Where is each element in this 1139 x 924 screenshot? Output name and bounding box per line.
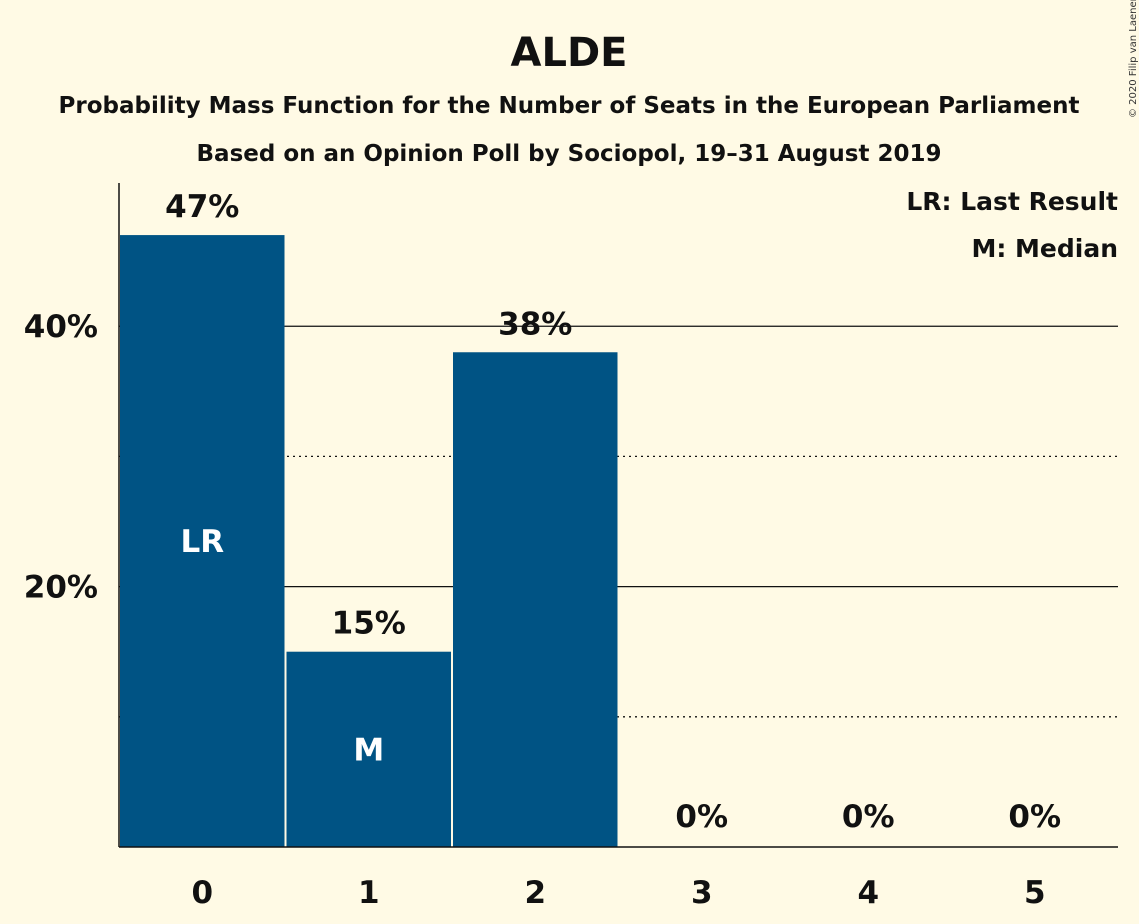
bar-marker-m: M <box>353 732 384 768</box>
x-tick-label: 5 <box>1024 875 1046 911</box>
chart-subtitle-source: Based on an Opinion Poll by Sociopol, 19… <box>197 141 942 167</box>
bar-seats-1 <box>286 651 451 847</box>
copyright-notice: © 2020 Filip van Laenen <box>1128 0 1139 118</box>
axes: 20% 40% 0 1 2 3 4 5 <box>24 183 1118 911</box>
bar-marker-lr: LR <box>180 524 224 560</box>
chart-subtitle: Probability Mass Function for the Number… <box>59 93 1080 119</box>
bars <box>120 235 618 847</box>
legend-median: M: Median <box>971 234 1118 263</box>
chart-title: ALDE <box>511 30 628 76</box>
x-tick-label: 0 <box>191 875 213 911</box>
data-labels: 47% LR 15% M 38% 0% 0% 0% <box>165 189 1061 835</box>
bar-seats-2 <box>453 352 618 847</box>
value-label: 0% <box>842 799 895 835</box>
x-tick-label: 1 <box>358 875 380 911</box>
x-tick-label: 2 <box>524 875 546 911</box>
gridlines <box>119 325 1118 718</box>
y-tick-label: 40% <box>24 309 98 345</box>
value-label: 47% <box>165 189 239 225</box>
value-label: 15% <box>332 606 406 642</box>
value-label: 38% <box>498 306 572 342</box>
x-tick-label: 3 <box>691 875 713 911</box>
x-tick-label: 4 <box>857 875 879 911</box>
legend-last-result: LR: Last Result <box>906 187 1118 216</box>
bar-seats-0 <box>120 235 285 847</box>
value-label: 0% <box>1008 799 1061 835</box>
y-tick-label: 20% <box>24 570 98 606</box>
value-label: 0% <box>675 799 728 835</box>
